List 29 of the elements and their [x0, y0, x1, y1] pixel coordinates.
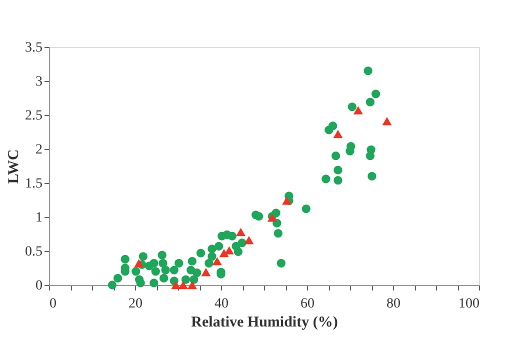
x-tick-label: 60	[300, 296, 314, 312]
x-tick-label: 100	[458, 296, 480, 312]
point	[212, 257, 222, 266]
x-tick-label: 0	[50, 296, 56, 312]
y-tick-label: 1	[36, 210, 42, 226]
y-axis-title: LWC	[6, 149, 22, 184]
point	[187, 280, 197, 290]
point	[171, 280, 181, 290]
y-tick-label: 3	[36, 74, 42, 90]
y-tick-label: 0	[36, 278, 42, 294]
y-tick-label: 1.5	[25, 176, 42, 192]
y-tick-label: 0.5	[25, 244, 42, 260]
point	[224, 246, 234, 254]
point	[353, 106, 363, 114]
point	[178, 280, 188, 290]
point	[333, 130, 343, 138]
point	[134, 259, 144, 268]
y-tick-label: 3.5	[25, 40, 42, 56]
x-tick-label: 40	[214, 296, 228, 312]
point	[201, 268, 211, 276]
x-tick-label: 80	[386, 296, 400, 312]
y-tick-label: 2.5	[25, 108, 42, 124]
x-axis-title: Relative Humidity (%)	[191, 314, 338, 330]
point	[236, 228, 246, 236]
point	[382, 117, 392, 126]
point	[282, 196, 292, 205]
x-tick-label: 20	[128, 296, 142, 312]
y-tick-label: 2	[36, 142, 42, 158]
point	[244, 236, 254, 244]
